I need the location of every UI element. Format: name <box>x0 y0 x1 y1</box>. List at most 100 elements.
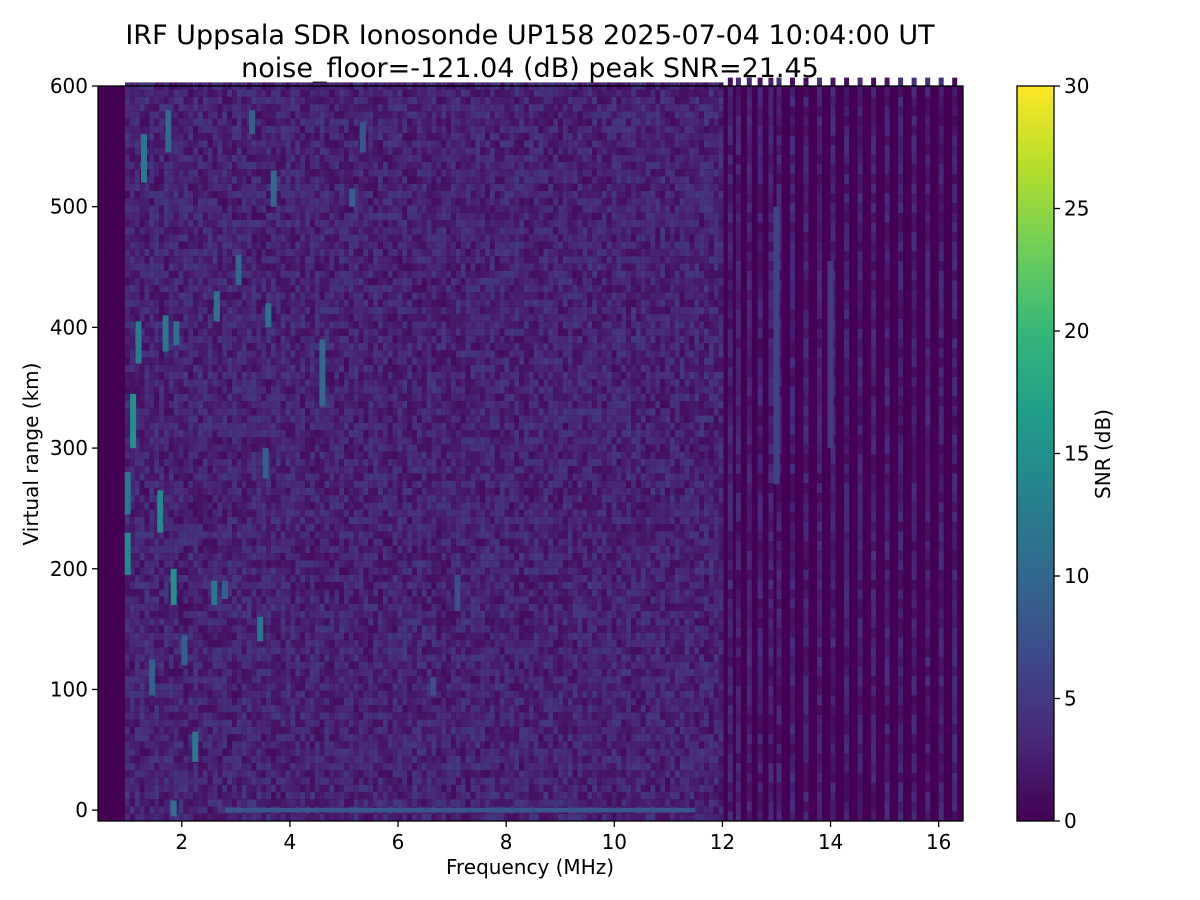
noise-cell <box>314 647 320 655</box>
noise-cell <box>285 647 291 655</box>
noise-cell <box>222 683 228 691</box>
noise-cell <box>275 748 281 756</box>
noise-cell <box>159 697 164 706</box>
noise-cell <box>134 154 140 162</box>
noise-cell <box>139 531 145 539</box>
noise-cell <box>125 422 130 430</box>
noise-cell <box>227 227 233 235</box>
noise-cell <box>246 437 252 445</box>
noise-cell <box>193 451 199 459</box>
noise-cell <box>178 495 184 503</box>
noise-cell <box>319 314 325 322</box>
noise-cell <box>232 154 237 162</box>
noise-cell <box>314 640 320 648</box>
noise-cell <box>139 299 145 307</box>
noise-cell <box>222 111 228 119</box>
noise-cell <box>344 502 349 510</box>
noise-cell <box>309 582 315 590</box>
noise-cell <box>246 792 252 800</box>
noise-cell <box>198 234 203 242</box>
noise-cell <box>329 784 335 792</box>
noise-cell <box>300 248 306 257</box>
noise-cell <box>305 719 310 727</box>
noise-cell <box>227 697 233 706</box>
noise-cell <box>251 176 257 184</box>
noise-cell <box>173 314 179 322</box>
noise-cell <box>202 248 208 257</box>
noise-cell <box>188 104 194 112</box>
noise-cell <box>129 379 135 387</box>
noise-cell <box>295 632 301 640</box>
noise-cell <box>212 220 218 228</box>
noise-cell <box>280 227 286 235</box>
noise-cell <box>173 458 179 467</box>
noise-cell <box>154 270 160 278</box>
noise-cell <box>329 647 335 655</box>
noise-cell <box>358 813 364 821</box>
noise-cell <box>168 524 174 532</box>
noise-cell <box>329 734 335 742</box>
noise-cell <box>125 314 130 322</box>
noise-cell <box>319 690 325 698</box>
noise-cell <box>348 248 354 257</box>
noise-cell <box>168 415 174 423</box>
noise-cell <box>173 683 179 691</box>
noise-cell <box>348 162 354 170</box>
noise-cell <box>164 256 169 264</box>
noise-cell <box>144 191 150 199</box>
noise-cell <box>144 509 150 517</box>
noise-cell <box>251 328 257 336</box>
noise-cell <box>202 335 208 343</box>
noise-cell <box>309 212 315 220</box>
noise-cell <box>358 306 364 315</box>
noise-cell <box>217 603 223 611</box>
noise-cell <box>198 567 203 575</box>
noise-cell <box>309 299 315 307</box>
noise-cell <box>164 422 169 430</box>
noise-cell <box>168 220 174 228</box>
noise-cell <box>232 611 237 619</box>
noise-cell <box>139 401 145 409</box>
noise-cell <box>314 654 320 662</box>
noise-cell <box>261 524 267 532</box>
noise-cell <box>314 683 320 691</box>
noise-cell <box>183 531 189 539</box>
noise-cell <box>227 777 233 785</box>
noise-cell <box>202 596 208 604</box>
noise-cell <box>232 408 237 416</box>
noise-cell <box>324 270 330 278</box>
noise-cell <box>193 806 199 814</box>
noise-cell <box>149 169 155 177</box>
noise-cell <box>149 321 155 329</box>
noise-cell <box>129 227 135 235</box>
noise-cell <box>358 719 364 727</box>
noise-cell <box>266 567 271 575</box>
noise-cell <box>271 118 276 126</box>
noise-cell <box>134 183 140 191</box>
noise-cell <box>314 104 320 112</box>
noise-cell <box>285 502 291 510</box>
noise-cell <box>134 596 140 604</box>
noise-cell <box>236 111 242 119</box>
noise-cell <box>358 509 364 517</box>
noise-cell <box>261 415 267 423</box>
noise-cell <box>202 372 208 380</box>
noise-cell <box>125 437 130 445</box>
noise-cell <box>246 415 252 423</box>
noise-cell <box>329 306 335 315</box>
noise-cell <box>178 719 184 727</box>
noise-cell <box>246 813 252 821</box>
noise-cell <box>159 263 164 271</box>
noise-cell <box>285 248 291 257</box>
noise-cell <box>309 205 315 213</box>
noise-cell <box>232 314 237 322</box>
noise-cell <box>168 299 174 307</box>
noise-cell <box>261 314 267 322</box>
noise-cell <box>178 654 184 662</box>
noise-cell <box>305 611 310 619</box>
noise-cell <box>178 618 184 626</box>
noise-cell <box>329 299 335 307</box>
noise-cell <box>271 538 276 546</box>
noise-cell <box>227 792 233 800</box>
noise-cell <box>232 198 237 206</box>
